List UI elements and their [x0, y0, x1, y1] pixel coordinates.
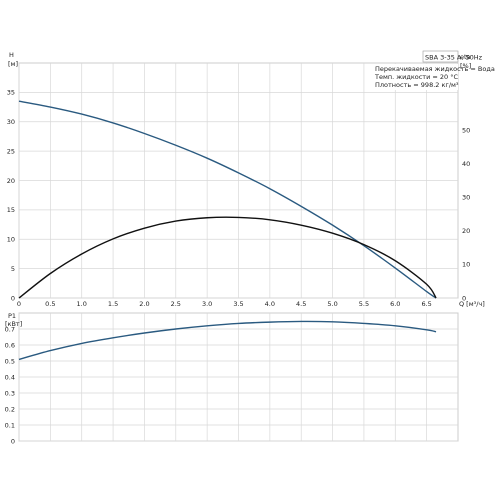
x-tick-label: 0.5 [45, 300, 55, 308]
x-tick-label: 3.0 [202, 300, 212, 308]
right-y-tick-label: 30 [462, 194, 470, 202]
legend-fluid: Перекачиваемая жидкость = Вода [375, 65, 495, 73]
series-layer [18, 100, 437, 361]
x-tick-label: 2.0 [139, 300, 149, 308]
right-y-tick-label: 10 [462, 261, 470, 269]
power-y-tick-label: 0.4 [5, 373, 15, 381]
right-axis-label: eta [460, 53, 471, 61]
pump-name-box [422, 50, 459, 63]
power-axis-label: P1 [8, 312, 16, 320]
legend-box [372, 64, 458, 90]
x-tick-label: 6.0 [390, 300, 400, 308]
power-y-tick-label: 0.2 [5, 405, 15, 413]
top-grid [18, 63, 458, 299]
power-y-tick-label: 0.3 [5, 389, 15, 397]
left-y-tick-label: 30 [7, 118, 15, 126]
power-axis-unit: [кВт] [5, 320, 22, 328]
left-y-tick-label: 15 [7, 206, 15, 214]
x-tick-label: 1.5 [108, 300, 118, 308]
x-tick-label: 0 [17, 300, 21, 308]
top-right-ticks: 0 10 20 30 40 50 [462, 126, 470, 302]
x-ticks: 0 0.5 1.0 1.5 2.0 2.5 3.0 3.5 4.0 4.5 5.0 5.5 6.0 6.5 [17, 300, 432, 308]
x-axis-label: Q [м³/ч] [459, 300, 485, 308]
right-y-tick-label: 0 [462, 294, 466, 302]
power-curve [18, 320, 437, 361]
bottom-ticks: 0 0.1 0.2 0.3 0.4 0.5 0.6 0.7 [5, 325, 15, 445]
x-tick-label: 5.0 [327, 300, 337, 308]
pump-name: SBA 3-35 A, 50Hz [425, 54, 483, 62]
power-y-tick-label: 0.5 [5, 357, 15, 365]
left-y-tick-label: 5 [11, 265, 15, 273]
right-y-tick-label: 50 [462, 126, 470, 134]
right-y-tick-label: 20 [462, 227, 470, 235]
x-tick-label: 4.0 [265, 300, 275, 308]
legend-density: Плотность = 998.2 кг/м³ [375, 81, 459, 89]
efficiency-curve [18, 216, 437, 299]
x-tick-label: 2.5 [171, 300, 181, 308]
left-y-tick-label: 35 [7, 89, 15, 97]
left-y-tick-label: 25 [7, 147, 15, 155]
x-tick-label: 6.5 [421, 300, 431, 308]
power-y-tick-label: 0.6 [5, 341, 15, 349]
power-y-tick-label: 0 [11, 437, 15, 445]
head-curve [18, 100, 437, 299]
left-y-tick-label: 0 [11, 294, 15, 302]
right-y-tick-label: 40 [462, 160, 470, 168]
top-left-ticks: 0 5 10 15 20 25 30 35 [7, 89, 15, 303]
x-tick-label: 5.5 [359, 300, 369, 308]
legend-temperature: Темп. жидкости = 20 °C [374, 73, 458, 81]
left-axis-unit: [м] [8, 60, 18, 68]
bottom-grid [18, 313, 458, 442]
x-tick-label: 4.5 [296, 300, 306, 308]
x-tick-label: 1.0 [77, 300, 87, 308]
power-y-tick-label: 0.1 [5, 421, 15, 429]
power-y-tick-label: 0.7 [5, 325, 15, 333]
left-y-tick-label: 20 [7, 177, 15, 185]
left-y-tick-label: 10 [7, 236, 15, 244]
x-tick-label: 3.5 [233, 300, 243, 308]
left-axis-label: H [9, 51, 14, 59]
right-axis-unit: [%] [460, 62, 471, 70]
